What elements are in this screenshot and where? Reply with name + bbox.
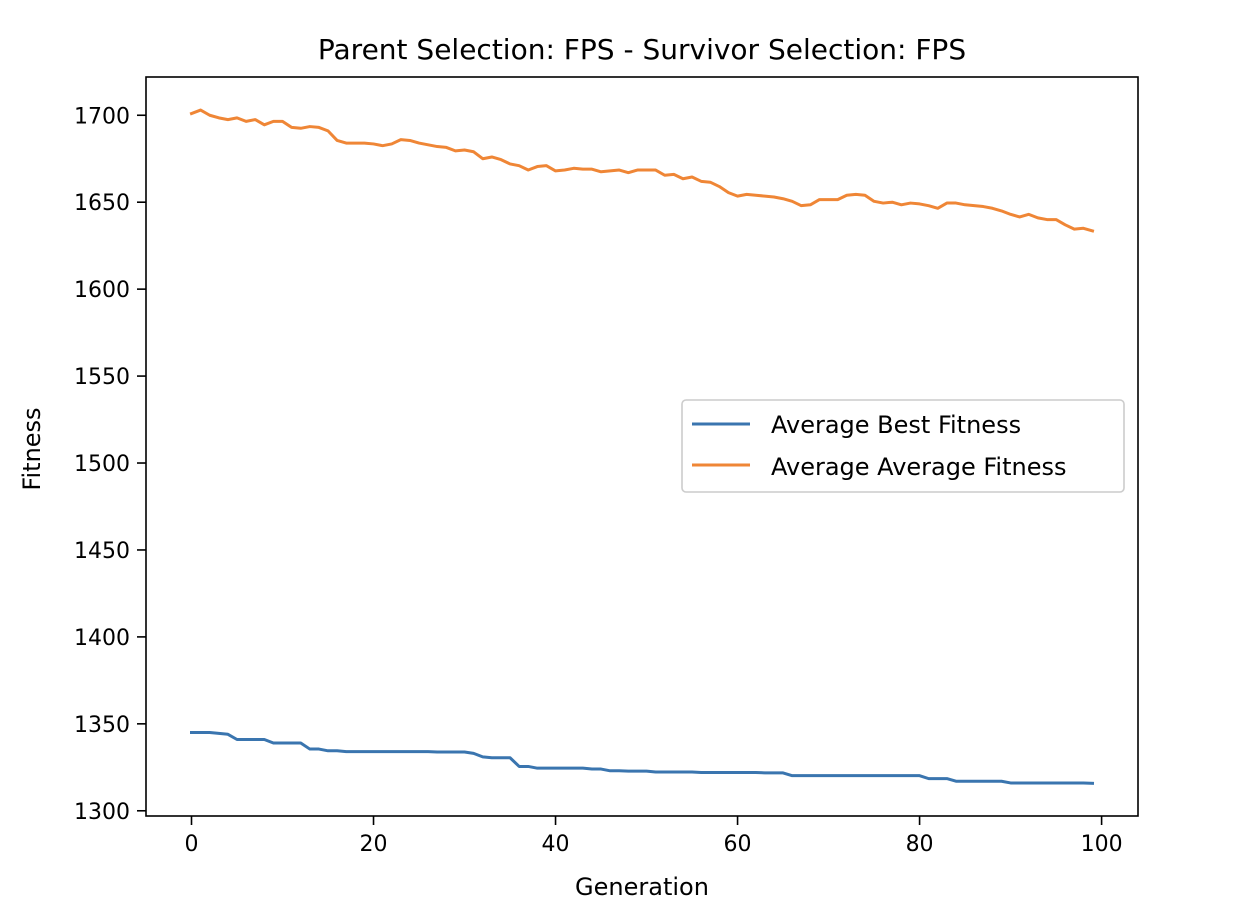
x-tick-label: 100 <box>1081 832 1123 857</box>
y-tick-label: 1450 <box>74 539 130 564</box>
chart-title: Parent Selection: FPS - Survivor Selecti… <box>318 33 966 66</box>
y-tick-label: 1300 <box>74 800 130 825</box>
x-tick-label: 80 <box>906 832 934 857</box>
series-line-0 <box>190 731 1095 785</box>
y-axis: 1300 1350 1400 1450 1500 1550 1600 1650 1700 <box>74 104 146 825</box>
x-tick-label: 60 <box>724 832 752 857</box>
x-axis: 0 20 40 60 80 100 <box>185 816 1123 857</box>
y-tick-label: 1650 <box>74 191 130 216</box>
y-tick-label: 1500 <box>74 452 130 477</box>
y-tick-label: 1400 <box>74 626 130 651</box>
series-line-1 <box>189 108 1095 233</box>
legend: Average Best Fitness Average Average Fit… <box>681 399 1125 493</box>
y-tick-label: 1600 <box>74 278 130 303</box>
y-tick-label: 1350 <box>74 713 130 738</box>
x-tick-label: 0 <box>185 832 199 857</box>
x-tick-label: 40 <box>542 832 570 857</box>
x-tick-label: 20 <box>360 832 388 857</box>
legend-label-average: Average Average Fitness <box>771 453 1067 481</box>
y-tick-label: 1550 <box>74 365 130 390</box>
plot-frame <box>145 76 1139 817</box>
y-tick-label: 1700 <box>74 104 130 129</box>
legend-label-best: Average Best Fitness <box>771 411 1021 439</box>
y-axis-label: Fitness <box>18 407 46 490</box>
legend-box <box>681 399 1125 493</box>
x-axis-label: Generation <box>575 873 709 901</box>
series-layer <box>189 108 1095 785</box>
